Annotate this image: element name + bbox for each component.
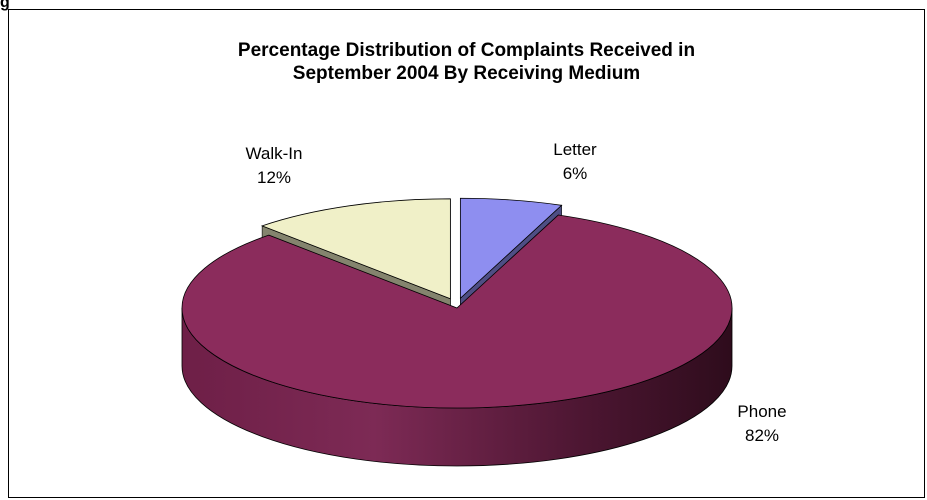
slice-label-walkin-name: Walk-In bbox=[246, 144, 303, 163]
pie-slice-walk-in bbox=[260, 198, 451, 300]
slice-label-letter-name: Letter bbox=[553, 140, 597, 159]
chart-frame: Percentage Distribution of Complaints Re… bbox=[8, 9, 925, 498]
chart-title: Percentage Distribution of Complaints Re… bbox=[9, 39, 924, 85]
chart-title-line-2: September 2004 By Receiving Medium bbox=[292, 63, 641, 84]
page-caption: g bbox=[0, 0, 10, 11]
pie-chart: Letter 6% Walk-In 12% Phone 82% bbox=[181, 140, 787, 467]
pie-slice-phone bbox=[181, 214, 733, 409]
pie-slice-letter bbox=[459, 197, 563, 300]
slice-label-phone-name: Phone bbox=[737, 402, 786, 421]
slice-label-walkin-value: 12% bbox=[257, 168, 291, 187]
slice-label-letter-value: 6% bbox=[563, 164, 588, 183]
chart-title-line-1: Percentage Distribution of Complaints Re… bbox=[237, 40, 696, 61]
slice-label-phone-value: 82% bbox=[745, 426, 779, 445]
